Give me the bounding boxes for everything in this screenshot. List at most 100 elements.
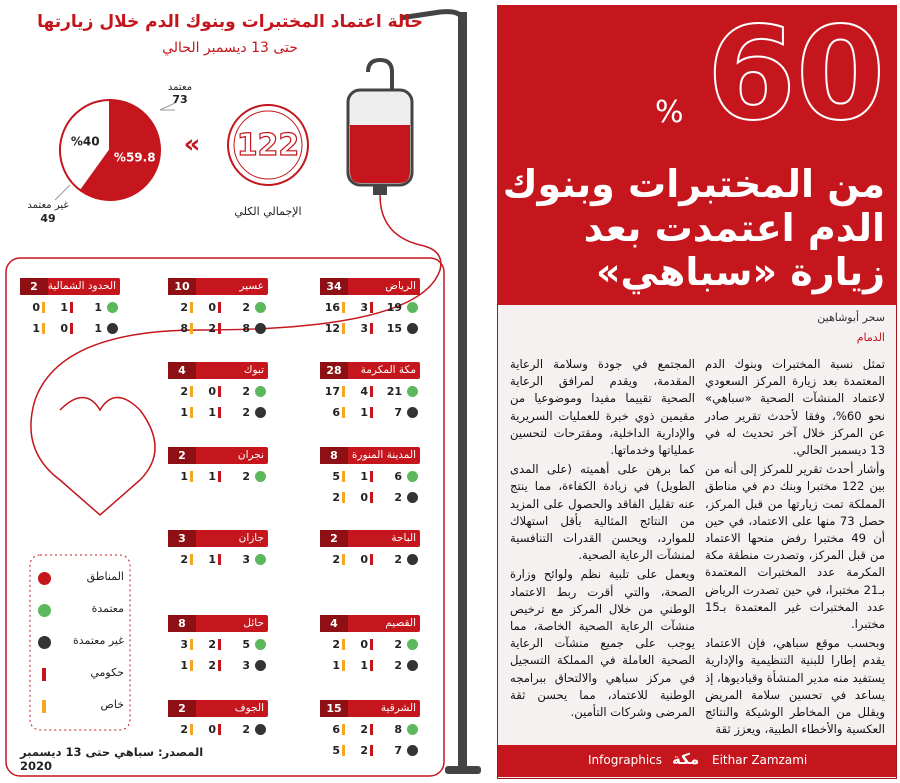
region-total: 15: [320, 700, 348, 717]
card-row: 5 2 3: [168, 636, 268, 653]
private-bar: [190, 323, 193, 334]
gov-bar: [70, 302, 73, 313]
gov-count: 2: [208, 322, 216, 335]
region-card: المدينة المنورة 8 6 1 5 2 0 2: [320, 447, 420, 506]
card-row: 7 1 6: [320, 404, 420, 421]
big-number: 60: [706, 0, 886, 150]
city: الدمام: [856, 331, 885, 344]
private-bar: [190, 660, 193, 671]
region-card: حائل 8 5 2 3 3 2 1: [168, 615, 268, 674]
count: 2: [242, 385, 250, 398]
card-header: القصيم 4: [320, 615, 420, 632]
gov-count: 1: [208, 406, 216, 419]
panel-frame: [5, 257, 445, 777]
count: 1: [94, 322, 102, 335]
private-bar: [342, 302, 345, 313]
pie-value-label: %59.8: [114, 150, 156, 164]
region-card: الباحة 2 2 0 2: [320, 530, 420, 568]
region-name: الحدود الشمالية: [47, 280, 116, 292]
status-dot: [255, 724, 266, 735]
private-bar: [342, 745, 345, 756]
private-count: 5: [332, 744, 340, 757]
pie-label: غير معتمد: [27, 200, 69, 211]
count: 15: [386, 322, 402, 335]
gov-count: 0: [360, 638, 368, 651]
total-label: الإجمالي الكلي: [234, 205, 302, 218]
region-total: 2: [168, 447, 196, 464]
private-bar: [190, 407, 193, 418]
private-count: 8: [180, 322, 188, 335]
paragraph: كما برهن على أهميته (على المدى الطويل) ف…: [510, 462, 695, 563]
gov-bar: [218, 471, 221, 482]
region-name: نجران: [237, 449, 264, 461]
card-header: تبوك 4: [168, 362, 268, 379]
private-count: 2: [332, 638, 340, 651]
legend-label: المناطق: [86, 570, 124, 583]
count: 19: [386, 301, 402, 314]
headline-line: زيارة «سباهي»: [596, 250, 885, 294]
article-column: تمثل نسبة المختبرات وبنوك الدم المعتمدة …: [705, 356, 885, 740]
headline-line: من المختبرات وبنوك: [502, 162, 885, 206]
card-row: 15 3 12: [320, 320, 420, 337]
private-bar: [342, 492, 345, 503]
card-row: 3 1 2: [168, 551, 268, 568]
status-dot: [407, 302, 418, 313]
gov-bar: [70, 323, 73, 334]
status-dot: [255, 323, 266, 334]
card-row: 2 0 2: [320, 551, 420, 568]
region-total: 2: [320, 530, 348, 547]
pie-count: 49: [40, 212, 56, 225]
region-name: الرياض: [385, 280, 416, 292]
region-name: جازان: [238, 532, 264, 544]
status-dot: [407, 471, 418, 482]
footer-right: Eithar Zamzami: [712, 753, 808, 767]
gov-count: 1: [208, 553, 216, 566]
tube: [30, 194, 442, 516]
private-bar: [342, 386, 345, 397]
total-ring-inner: [233, 110, 303, 180]
card-header: الرياض 34: [320, 278, 420, 295]
private-bar: [42, 302, 45, 313]
region-card: جازان 3 3 1 2: [168, 530, 268, 568]
pie-label: معتمد: [167, 82, 193, 93]
private-count: 2: [180, 385, 188, 398]
subtitle: حتى 13 ديسمبر الحالي: [162, 40, 298, 56]
count: 2: [394, 638, 402, 651]
card-row: 8 2 8: [168, 320, 268, 337]
count: 2: [394, 491, 402, 504]
status-dot: [107, 302, 118, 313]
status-dot: [255, 660, 266, 671]
private-bar: [190, 639, 193, 650]
region-name: الشرقية: [380, 702, 416, 714]
private-count: 2: [332, 491, 340, 504]
region-total: 34: [320, 278, 348, 295]
bag-hook: [366, 57, 394, 90]
gov-bar: [218, 323, 221, 334]
private-count: 17: [324, 385, 340, 398]
region-name: مكة المكرمة: [360, 364, 416, 376]
legend-symbol: [42, 700, 46, 713]
status-dot: [255, 471, 266, 482]
gov-bar: [218, 302, 221, 313]
pie-slice: [59, 98, 111, 192]
count: 7: [394, 406, 402, 419]
headline: من المختبرات وبنوك الدم اعتمدت بعد زيارة «…: [502, 162, 885, 294]
article-column: المجتمع في جودة وسلامة الرعاية المقدمة، …: [510, 356, 695, 723]
region-name: تبوك: [243, 364, 264, 376]
legend-label: غير معتمدة: [72, 634, 124, 647]
chevron: «: [184, 130, 201, 160]
card-row: 2 1 1: [168, 404, 268, 421]
author: سحر أبوشاهين: [817, 311, 885, 324]
pole-base: [445, 766, 481, 774]
region-total: 10: [168, 278, 196, 295]
region-total: 28: [320, 362, 348, 379]
card-header: الجوف 2: [168, 700, 268, 717]
count: 6: [394, 470, 402, 483]
card-row: 8 2 6: [320, 721, 420, 738]
gov-bar: [370, 323, 373, 334]
region-card: تبوك 4 2 0 2 2 1 1: [168, 362, 268, 421]
status-dot: [407, 407, 418, 418]
card-row: 2 0 2: [320, 636, 420, 653]
gov-bar: [370, 407, 373, 418]
